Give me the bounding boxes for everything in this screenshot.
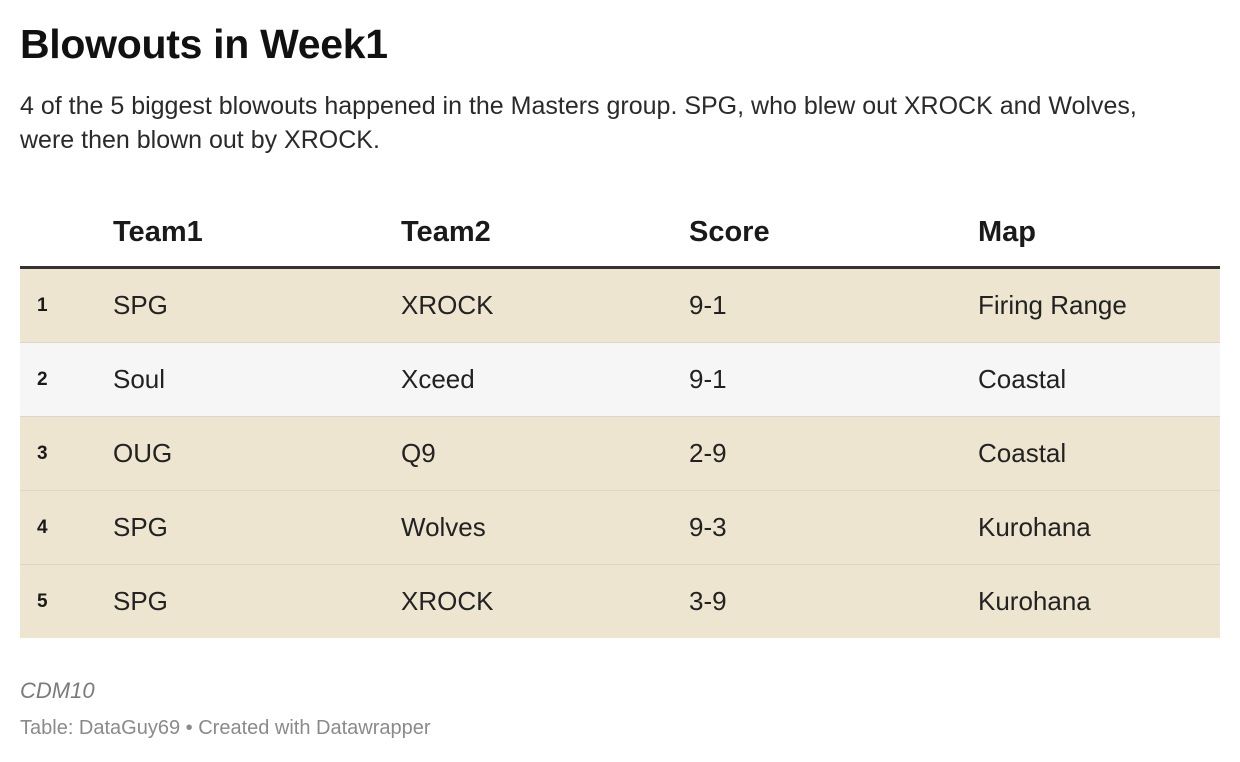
map-cell: Firing Range xyxy=(978,290,1127,320)
team2-cell: XROCK xyxy=(401,586,494,616)
team1-cell: OUG xyxy=(113,438,173,468)
score-cell: 9-1 xyxy=(689,290,727,320)
table-row: 5 SPG XROCK 3-9 Kurohana xyxy=(20,565,1220,638)
chart-footer: Table: DataGuy69 • Created with Datawrap… xyxy=(20,717,431,739)
chart-description: 4 of the 5 biggest blowouts happened in … xyxy=(20,92,1137,154)
rank-cell: 4 xyxy=(37,517,48,538)
column-header-score[interactable]: Score xyxy=(689,216,770,248)
team1-cell: SPG xyxy=(113,512,168,542)
column-header-team2[interactable]: Team2 xyxy=(401,216,491,248)
column-header-team1[interactable]: Team1 xyxy=(113,216,203,248)
table-header: Team1 Team2 Score Map xyxy=(20,200,1220,269)
score-cell: 2-9 xyxy=(689,438,727,468)
table-row: 2 Soul Xceed 9-1 Coastal xyxy=(20,343,1220,417)
map-cell: Coastal xyxy=(978,438,1067,468)
data-table: Team1 Team2 Score Map 1 SPG XROCK 9-1 Firing… xyxy=(20,200,1220,638)
team1-cell: SPG xyxy=(113,586,168,616)
score-cell: 3-9 xyxy=(689,586,727,616)
table-row: 4 SPG Wolves 9-3 Kurohana xyxy=(20,491,1220,565)
column-header-map[interactable]: Map xyxy=(978,216,1036,248)
team1-cell: SPG xyxy=(113,290,168,320)
map-cell: Kurohana xyxy=(978,512,1091,542)
team1-cell: Soul xyxy=(113,364,166,394)
table-body: 1 SPG XROCK 9-1 Firing Range 2 Soul Xceed 9-1 Coa… xyxy=(20,269,1220,638)
rank-cell: 3 xyxy=(37,443,48,464)
table-row: 3 OUG Q9 2-9 Coastal xyxy=(20,417,1220,491)
map-cell: Coastal xyxy=(978,364,1067,394)
team2-cell: Xceed xyxy=(401,364,475,394)
table-row: 1 SPG XROCK 9-1 Firing Range xyxy=(20,269,1220,343)
rank-cell: 5 xyxy=(37,591,48,612)
score-cell: 9-1 xyxy=(689,364,727,394)
chart-notes: CDM10 xyxy=(20,678,95,703)
score-cell: 9-3 xyxy=(689,512,727,542)
team2-cell: Q9 xyxy=(401,438,436,468)
map-cell: Kurohana xyxy=(978,586,1091,616)
team2-cell: Wolves xyxy=(401,512,486,542)
chart-title: Blowouts in Week1 xyxy=(20,21,388,67)
rank-cell: 2 xyxy=(37,369,48,390)
team2-cell: XROCK xyxy=(401,290,494,320)
rank-cell: 1 xyxy=(37,295,48,316)
